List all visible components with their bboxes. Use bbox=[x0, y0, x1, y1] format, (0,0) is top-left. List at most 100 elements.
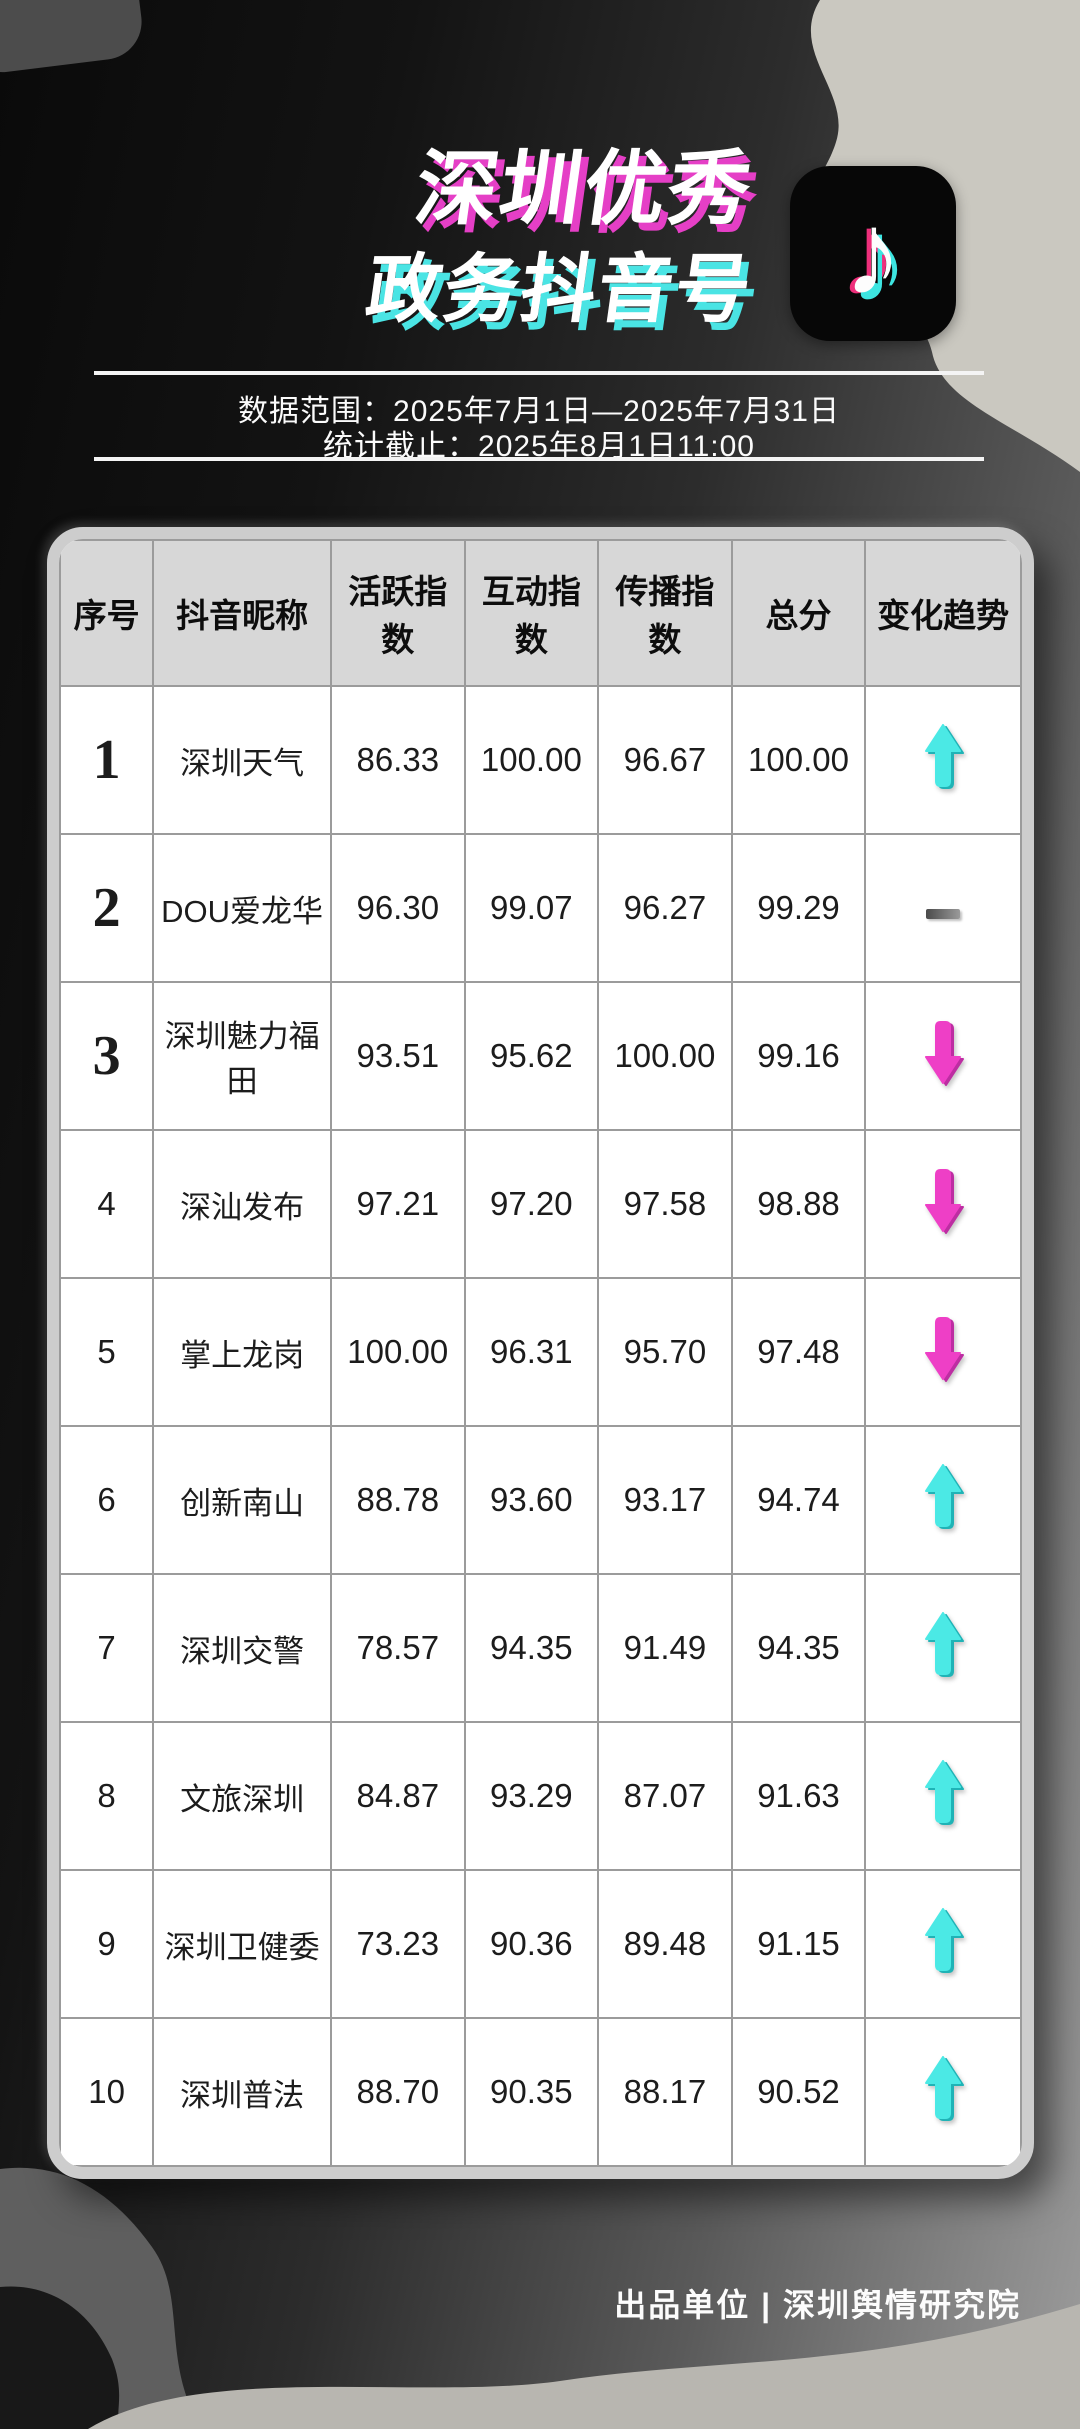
trend-down-icon bbox=[925, 1169, 962, 1232]
table-row: 8 文旅深圳 84.87 93.29 87.07 91.63 bbox=[59, 1721, 1022, 1871]
trend-up-icon bbox=[925, 1908, 962, 1971]
table-row: 10 深圳普法 88.70 90.35 88.17 90.52 bbox=[59, 2017, 1022, 2167]
active-index-cell: 84.87 bbox=[329, 1721, 466, 1871]
trend-up-icon bbox=[925, 1760, 962, 1823]
interact-index-cell: 93.29 bbox=[463, 1721, 600, 1871]
interact-index-cell: 96.31 bbox=[463, 1277, 600, 1427]
divider-line-top bbox=[94, 371, 984, 375]
rank-cell: 9 bbox=[59, 1869, 155, 2019]
active-index-cell: 97.21 bbox=[329, 1129, 466, 1279]
rank-cell: 6 bbox=[59, 1425, 155, 1575]
ranking-table: 序号 抖音昵称 活跃指数 互动指数 传播指数 总分 变化趋势 1 深圳天气 86.33 10… bbox=[59, 539, 1022, 2167]
total-score-cell: 97.48 bbox=[730, 1277, 867, 1427]
interact-index-cell: 95.62 bbox=[463, 981, 600, 1131]
interact-index-cell: 90.36 bbox=[463, 1869, 600, 2019]
rank-cell: 10 bbox=[59, 2017, 155, 2167]
rank-cell: 4 bbox=[59, 1129, 155, 1279]
spread-index-cell: 89.48 bbox=[597, 1869, 733, 2019]
column-header-0: 序号 bbox=[59, 539, 155, 687]
active-index-cell: 100.00 bbox=[329, 1277, 466, 1427]
column-header-5: 总分 bbox=[730, 539, 867, 687]
table-row: 6 创新南山 88.78 93.60 93.17 94.74 bbox=[59, 1425, 1022, 1575]
trend-up-icon bbox=[925, 2056, 962, 2119]
table-body: 1 深圳天气 86.33 100.00 96.67 100.00 2 DOU爱龙… bbox=[59, 685, 1022, 2167]
active-index-cell: 88.78 bbox=[329, 1425, 466, 1575]
background-blob-top-left bbox=[0, 0, 146, 77]
interact-index-cell: 99.07 bbox=[463, 833, 600, 983]
trend-cell bbox=[864, 833, 1022, 983]
tiktok-note-icon: ♪ bbox=[843, 187, 903, 320]
total-score-cell: 100.00 bbox=[730, 685, 867, 835]
trend-cell bbox=[864, 1721, 1022, 1871]
trend-up-icon bbox=[925, 1464, 962, 1527]
spread-index-cell: 88.17 bbox=[597, 2017, 733, 2167]
column-header-2: 活跃指数 bbox=[329, 539, 466, 687]
trend-cell bbox=[864, 1277, 1022, 1427]
rank-cell: 1 bbox=[59, 685, 155, 835]
interact-index-cell: 94.35 bbox=[463, 1573, 600, 1723]
trend-cell bbox=[864, 981, 1022, 1131]
spread-index-cell: 87.07 bbox=[597, 1721, 733, 1871]
trend-up-icon bbox=[925, 724, 962, 787]
total-score-cell: 99.16 bbox=[730, 981, 867, 1131]
spread-index-cell: 93.17 bbox=[597, 1425, 733, 1575]
table-row: 9 深圳卫健委 73.23 90.36 89.48 91.15 bbox=[59, 1869, 1022, 2019]
table-row: 2 DOU爱龙华 96.30 99.07 96.27 99.29 bbox=[59, 833, 1022, 983]
rank-cell: 2 bbox=[59, 833, 155, 983]
nickname-cell: 创新南山 bbox=[152, 1425, 332, 1575]
title-line-2: 政务抖音号 bbox=[361, 246, 758, 331]
trend-cell bbox=[864, 2017, 1022, 2167]
trend-cell bbox=[864, 1129, 1022, 1279]
trend-cell bbox=[864, 1425, 1022, 1575]
ranking-table-card: 序号 抖音昵称 活跃指数 互动指数 传播指数 总分 变化趋势 1 深圳天气 86.33 10… bbox=[47, 527, 1034, 2179]
nickname-cell: 深汕发布 bbox=[152, 1129, 332, 1279]
spread-index-cell: 95.70 bbox=[597, 1277, 733, 1427]
nickname-cell: 深圳交警 bbox=[152, 1573, 332, 1723]
spread-index-cell: 96.27 bbox=[597, 833, 733, 983]
table-header-row: 序号 抖音昵称 活跃指数 互动指数 传播指数 总分 变化趋势 bbox=[59, 539, 1022, 687]
interact-index-cell: 97.20 bbox=[463, 1129, 600, 1279]
active-index-cell: 86.33 bbox=[329, 685, 466, 835]
rank-cell: 3 bbox=[59, 981, 155, 1131]
credit-text: 出品单位 | 深圳舆情研究院 bbox=[614, 2287, 1021, 2323]
nickname-cell: 文旅深圳 bbox=[152, 1721, 332, 1871]
nickname-cell: 深圳天气 bbox=[152, 685, 332, 835]
title-line-1: 深圳优秀 bbox=[409, 144, 759, 235]
trend-up-icon bbox=[925, 1612, 962, 1675]
background-blob-bottom bbox=[0, 2167, 1080, 2429]
tiktok-logo: ♪ ♪ ♪ bbox=[790, 166, 956, 341]
data-range-text: 数据范围：2025年7月1日—2025年7月31日 bbox=[238, 395, 840, 428]
table-row: 4 深汕发布 97.21 97.20 97.58 98.88 bbox=[59, 1129, 1022, 1279]
trend-down-icon bbox=[925, 1021, 962, 1084]
table-row: 3 深圳魅力福田 93.51 95.62 100.00 99.16 bbox=[59, 981, 1022, 1131]
spread-index-cell: 91.49 bbox=[597, 1573, 733, 1723]
trend-cell bbox=[864, 1869, 1022, 2019]
column-header-1: 抖音昵称 bbox=[152, 539, 332, 687]
table-row: 1 深圳天气 86.33 100.00 96.67 100.00 bbox=[59, 685, 1022, 835]
active-index-cell: 96.30 bbox=[329, 833, 466, 983]
active-index-cell: 88.70 bbox=[329, 2017, 466, 2167]
page-title: 深圳优秀 政务抖音号 bbox=[0, 144, 758, 331]
trend-cell bbox=[864, 685, 1022, 835]
table-row: 5 掌上龙岗 100.00 96.31 95.70 97.48 bbox=[59, 1277, 1022, 1427]
total-score-cell: 91.15 bbox=[730, 1869, 867, 2019]
rank-cell: 5 bbox=[59, 1277, 155, 1427]
trend-cell bbox=[864, 1573, 1022, 1723]
interact-index-cell: 93.60 bbox=[463, 1425, 600, 1575]
interact-index-cell: 90.35 bbox=[463, 2017, 600, 2167]
column-header-6: 变化趋势 bbox=[864, 539, 1022, 687]
tiktok-note-icon: ♪ bbox=[838, 188, 898, 321]
total-score-cell: 94.35 bbox=[730, 1573, 867, 1723]
rank-cell: 8 bbox=[59, 1721, 155, 1871]
total-score-cell: 91.63 bbox=[730, 1721, 867, 1871]
active-index-cell: 78.57 bbox=[329, 1573, 466, 1723]
total-score-cell: 98.88 bbox=[730, 1129, 867, 1279]
table-row: 7 深圳交警 78.57 94.35 91.49 94.35 bbox=[59, 1573, 1022, 1723]
tiktok-note-icon: ♪ bbox=[849, 194, 909, 327]
column-header-4: 传播指数 bbox=[597, 539, 733, 687]
total-score-cell: 90.52 bbox=[730, 2017, 867, 2167]
column-header-3: 互动指数 bbox=[463, 539, 600, 687]
divider-line-bottom bbox=[94, 457, 984, 461]
spread-index-cell: 100.00 bbox=[597, 981, 733, 1131]
